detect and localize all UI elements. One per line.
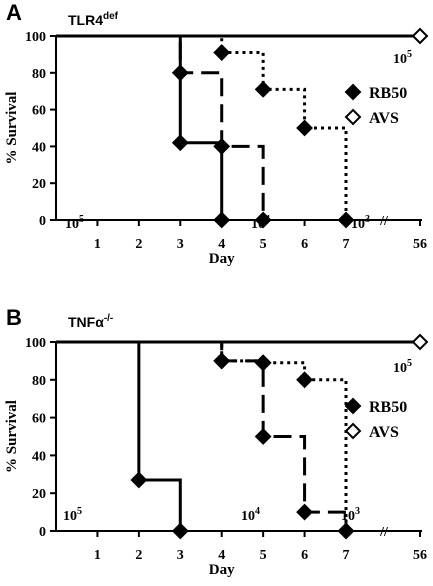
series-rb50-10e3: 103	[56, 34, 370, 232]
strain-label-sup: -/-	[104, 313, 113, 324]
legend-label: RB50	[369, 399, 407, 416]
x-tick-label: 56	[413, 548, 427, 563]
x-axis-title: Day	[209, 562, 235, 578]
data-point	[254, 211, 272, 229]
y-axis-title: % Survival	[4, 400, 20, 473]
legend-marker	[344, 108, 362, 126]
legend-label: RB50	[369, 85, 407, 102]
x-tick-label: 56	[413, 237, 427, 252]
x-tick-label: 7	[343, 237, 350, 252]
legend-marker	[344, 422, 362, 440]
data-point	[171, 134, 189, 152]
x-tick-label: 4	[218, 548, 225, 563]
series-line	[56, 340, 348, 531]
data-point	[171, 64, 189, 82]
dose-label: 105	[393, 49, 412, 67]
series-rb50-10e4: 104	[56, 34, 272, 232]
x-tick-label: 3	[177, 237, 184, 252]
x-tick-label: 4	[218, 237, 225, 252]
y-axis-title: % Survival	[4, 92, 20, 165]
series-rb50-10e4: 104	[56, 340, 355, 540]
y-tick-label: 20	[32, 487, 46, 502]
dose-label: 105	[63, 506, 82, 524]
data-point	[254, 80, 272, 98]
strain-label: TNFα-/-	[68, 313, 113, 330]
data-point	[213, 352, 231, 370]
x-tick-label: 5	[260, 548, 267, 563]
y-tick-label: 0	[39, 525, 46, 540]
data-point	[213, 44, 231, 61]
dose-exponent: 4	[265, 214, 270, 225]
series-avs-10e5: 105	[56, 333, 429, 376]
y-tick-label: 0	[39, 214, 46, 229]
data-point	[254, 354, 272, 372]
series-rb50-10e3: 103	[56, 340, 360, 540]
x-tick-label: 1	[94, 237, 101, 252]
data-point	[171, 522, 189, 540]
dose-label: 105	[393, 358, 412, 376]
dose-label: 103	[351, 214, 370, 232]
data-point	[337, 211, 355, 229]
dose-exponent: 5	[407, 358, 412, 369]
legend-marker	[344, 83, 362, 101]
dose-exponent: 5	[77, 506, 82, 517]
series-rb50-10e5: 105	[56, 340, 189, 540]
y-tick-label: 20	[32, 177, 46, 192]
dose-exponent: 5	[79, 214, 84, 225]
x-tick-label: 1	[94, 548, 101, 563]
y-tick-label: 40	[32, 449, 46, 464]
x-tick-label: 5	[260, 237, 267, 252]
x-axis-title: Day	[209, 251, 235, 267]
x-tick-label: 2	[135, 237, 142, 252]
data-point	[213, 211, 231, 229]
y-tick-label: 60	[32, 104, 46, 119]
dose-label: 103	[341, 506, 360, 524]
dose-exponent: 3	[355, 506, 360, 517]
data-point	[213, 137, 231, 155]
series-line	[56, 340, 182, 531]
panel-label: A	[6, 0, 22, 25]
y-tick-label: 100	[25, 30, 46, 45]
data-point	[254, 428, 272, 445]
y-tick-label: 40	[32, 140, 46, 155]
series-rb50-10e5: 105	[56, 34, 231, 232]
data-point	[130, 471, 148, 489]
dose-label: 104	[251, 214, 270, 232]
dose-exponent: 4	[255, 506, 260, 517]
y-tick-label: 80	[32, 67, 46, 82]
data-point	[296, 503, 313, 521]
dose-exponent: 3	[365, 214, 370, 225]
panel-label: B	[6, 305, 22, 330]
data-point	[411, 27, 429, 45]
legend-label: AVS	[369, 424, 399, 441]
series-line	[56, 34, 265, 220]
legend-marker	[344, 397, 362, 415]
dose-label: 104	[241, 506, 260, 524]
x-tick-label: 6	[301, 548, 308, 563]
y-tick-label: 60	[32, 412, 46, 427]
y-tick-label: 80	[32, 374, 46, 389]
legend-label: AVS	[369, 110, 399, 127]
x-tick-label: 3	[177, 548, 184, 563]
axis-break: //	[379, 214, 389, 229]
x-tick-label: 2	[135, 548, 142, 563]
strain-label-sup: def	[103, 11, 119, 22]
dose-label: 105	[65, 214, 84, 232]
data-point	[296, 119, 313, 137]
series-line	[56, 34, 224, 220]
strain-label: TLR4def	[68, 11, 119, 28]
data-point	[337, 522, 355, 540]
x-tick-label: 6	[301, 237, 308, 252]
data-point	[411, 333, 429, 351]
y-tick-label: 100	[25, 336, 46, 351]
series-avs-10e5: 105	[56, 27, 429, 67]
dose-exponent: 5	[407, 49, 412, 60]
x-tick-label: 7	[343, 548, 350, 563]
axis-break: //	[379, 525, 389, 540]
data-point	[296, 371, 313, 389]
